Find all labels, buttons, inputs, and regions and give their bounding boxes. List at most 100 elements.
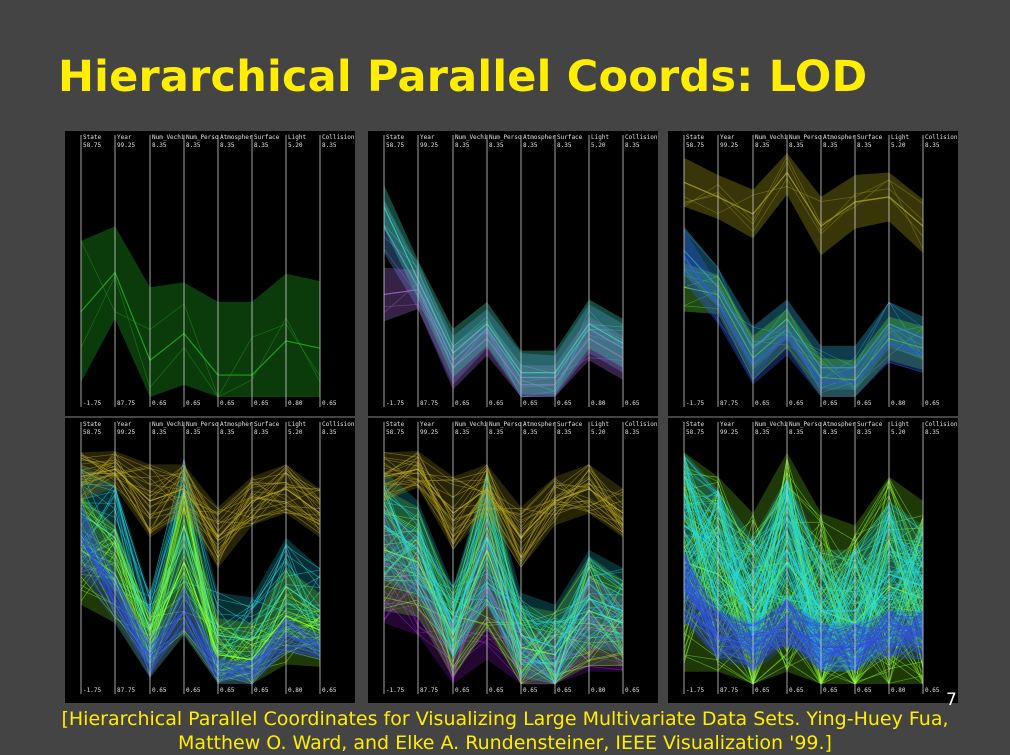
data-polyline [683, 526, 924, 638]
axis-min-label: -1.75 [386, 687, 404, 694]
lod-panel-3: State 58.75 -1.75 Year 99.25 87.75 Num_Vechi 8.… [668, 131, 958, 416]
axis-name-label: Num_Perso [186, 421, 219, 428]
citation-line-1: [Hierarchical Parallel Coordinates for V… [61, 708, 949, 730]
axis-max-label: 8.35 [254, 429, 269, 436]
data-polyline [383, 282, 624, 383]
axis-min-label: -1.75 [686, 687, 704, 694]
data-polyline [383, 537, 624, 646]
data-polyline [683, 452, 924, 667]
data-polyline [683, 584, 924, 660]
data-polyline [80, 450, 321, 541]
data-polyline [683, 455, 924, 629]
cluster-envelope [684, 153, 923, 256]
parallel-coords-plot: State58.75-1.75Year99.2587.75Num_Vechi8.… [80, 421, 355, 694]
axis-min-label: 0.80 [288, 687, 303, 694]
axis-max-label: 5.20 [591, 429, 606, 436]
axis-min-label: 87.75 [117, 400, 135, 407]
data-polyline [80, 275, 321, 398]
axis-name-label: Surface [557, 134, 583, 141]
data-polyline [683, 512, 924, 660]
data-polyline [383, 457, 624, 546]
data-polyline [80, 465, 321, 562]
axis-min-label: 0.65 [755, 687, 770, 694]
data-polyline [383, 484, 624, 639]
axis-max-label: 5.20 [891, 429, 906, 436]
data-polyline [683, 268, 924, 368]
cluster-center-line [383, 288, 624, 386]
data-polyline [80, 465, 321, 542]
data-polyline [383, 478, 624, 563]
cluster-envelope [384, 267, 623, 397]
cluster-band [683, 153, 924, 256]
axis-min-label: -1.75 [83, 400, 101, 407]
axis-max-label: 8.35 [254, 142, 269, 149]
axis-min-label: 0.65 [557, 400, 572, 407]
data-polyline [383, 492, 624, 659]
data-polyline [683, 597, 924, 639]
cluster-band [383, 184, 624, 395]
data-polyline [80, 529, 321, 673]
data-polyline [383, 570, 624, 672]
data-polyline [683, 492, 924, 636]
axis-name-label: Year [117, 421, 132, 428]
axis-name-label: State [83, 134, 101, 141]
axis-name-label: State [386, 134, 404, 141]
data-polyline [683, 521, 924, 685]
axis-min-label: 0.65 [455, 687, 470, 694]
axis-min-label: 0.65 [625, 687, 640, 694]
parallel-coords-plot: State58.75-1.75Year99.2587.75Num_Vechi8.… [383, 134, 658, 407]
axis-min-label: 0.65 [220, 687, 235, 694]
data-polyline [683, 466, 924, 651]
cluster-center-line [80, 271, 321, 376]
data-polyline [683, 465, 924, 641]
axis-min-label: 0.65 [254, 687, 269, 694]
axis-name-label: Surface [557, 421, 583, 428]
axis-max-label: 58.75 [83, 142, 101, 149]
axis-name-label: Num_Vechi [152, 421, 185, 428]
axis-min-label: 0.65 [823, 687, 838, 694]
axis-max-label: 8.35 [455, 429, 470, 436]
axis-name-label: Light [591, 421, 609, 428]
data-polyline [80, 472, 321, 536]
data-polyline [383, 304, 624, 388]
axis-max-label: 8.35 [523, 142, 538, 149]
data-polyline [683, 607, 924, 655]
axis-name-label: Num_Vechi [152, 134, 185, 141]
data-polyline [80, 468, 321, 559]
axis-max-label: 99.25 [117, 429, 135, 436]
axis-min-label: 0.65 [220, 400, 235, 407]
data-polyline [80, 516, 321, 679]
axis-max-label: 8.35 [557, 142, 572, 149]
lod-panel-6: State 58.75 -1.75 Year 99.25 87.75 Num_Vechi 8.… [668, 418, 958, 703]
axis-name-label: Surface [857, 421, 883, 428]
lod-panel-4: State 58.75 -1.75 Year 99.25 87.75 Num_Vechi 8.… [65, 418, 355, 703]
data-polyline [683, 598, 924, 664]
data-polyline [383, 530, 624, 684]
slide-title: Hierarchical Parallel Coords: LOD [58, 52, 868, 102]
axis-min-label: 0.65 [186, 400, 201, 407]
data-polyline [80, 507, 321, 680]
data-polyline [683, 556, 924, 659]
data-polyline [683, 459, 924, 671]
axis-max-label: 8.35 [625, 429, 640, 436]
cluster-band [383, 450, 624, 569]
cluster-band [683, 228, 924, 397]
axis-max-label: 8.35 [152, 429, 167, 436]
axis-max-label: 58.75 [83, 429, 101, 436]
axis-min-label: 0.80 [891, 687, 906, 694]
axis-name-label: Num_Perso [489, 421, 522, 428]
data-polyline [80, 562, 321, 679]
axis-name-label: Collision [322, 421, 355, 428]
axis-min-label: 0.65 [152, 400, 167, 407]
axis-min-label: 0.65 [152, 687, 167, 694]
axis-max-label: 8.35 [220, 142, 235, 149]
axis-min-label: 0.65 [186, 687, 201, 694]
axis-min-label: 0.65 [755, 400, 770, 407]
axis-name-label: Surface [254, 421, 280, 428]
axis-min-label: 87.75 [420, 400, 438, 407]
data-polyline [383, 572, 624, 676]
axis-min-label: 0.80 [891, 400, 906, 407]
axis-max-label: 8.35 [925, 429, 940, 436]
data-polyline [383, 493, 624, 685]
axis-name-label: Light [591, 134, 609, 141]
